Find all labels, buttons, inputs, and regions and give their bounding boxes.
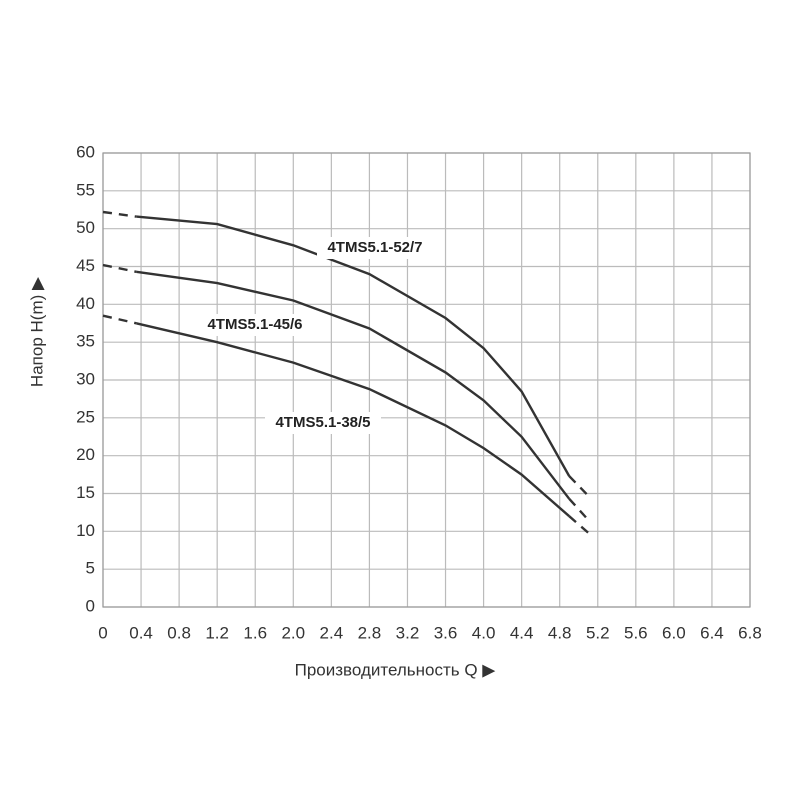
x-tick-label: 5.6 <box>624 623 648 642</box>
x-tick-label: 2.8 <box>358 623 382 642</box>
x-tick-label: 4.0 <box>472 623 496 642</box>
x-tick-label: 4.4 <box>510 623 534 642</box>
x-tick-label: 3.2 <box>396 623 420 642</box>
x-tick-label: 3.6 <box>434 623 458 642</box>
x-axis-label: Производительность Q ▶ <box>295 660 497 679</box>
y-tick-label: 15 <box>76 483 95 502</box>
label-background <box>265 412 381 434</box>
curve-extension <box>102 210 137 218</box>
x-tick-label: 1.6 <box>243 623 267 642</box>
x-tick-label: 0.8 <box>167 623 191 642</box>
x-tick-label: 2.4 <box>320 623 344 642</box>
curve-extension <box>102 263 137 273</box>
x-tick-label: 4.8 <box>548 623 572 642</box>
label-background <box>317 237 433 259</box>
curve-extension <box>568 475 590 497</box>
y-tick-label: 60 <box>76 142 95 161</box>
y-axis-label: Напор H(m) ▶ <box>27 276 46 387</box>
y-tick-label: 50 <box>76 218 95 237</box>
curve <box>136 270 571 500</box>
x-tick-label: 6.4 <box>700 623 724 642</box>
y-tick-label: 35 <box>76 332 95 351</box>
x-tick-label: 6.8 <box>738 623 762 642</box>
x-tick-label: 0.4 <box>129 623 153 642</box>
plot-frame <box>102 152 751 608</box>
y-tick-label: 55 <box>76 180 95 199</box>
y-tick-label: 45 <box>76 256 95 275</box>
curve <box>136 322 570 518</box>
y-tick-label: 30 <box>76 369 95 388</box>
y-tick-label: 25 <box>76 407 95 426</box>
curve-extension <box>568 515 590 534</box>
x-tick-label: 2.0 <box>281 623 305 642</box>
label-background <box>197 314 313 336</box>
x-tick-label: 5.2 <box>586 623 610 642</box>
y-tick-label: 20 <box>76 445 95 464</box>
curve <box>136 215 571 477</box>
series-label: 4TMS5.1-52/7 <box>327 239 422 256</box>
x-tick-label: 6.0 <box>662 623 686 642</box>
y-tick-label: 40 <box>76 294 95 313</box>
y-tick-label: 5 <box>86 559 95 578</box>
y-tick-label: 0 <box>86 596 95 615</box>
series-label: 4TMS5.1-45/6 <box>207 316 302 333</box>
y-tick-label: 10 <box>76 521 95 540</box>
curve-extension <box>102 314 137 325</box>
x-tick-label: 0 <box>98 623 107 642</box>
series-label: 4TMS5.1-38/5 <box>275 414 370 431</box>
x-tick-label: 1.2 <box>205 623 229 642</box>
curve-extension <box>568 497 590 521</box>
